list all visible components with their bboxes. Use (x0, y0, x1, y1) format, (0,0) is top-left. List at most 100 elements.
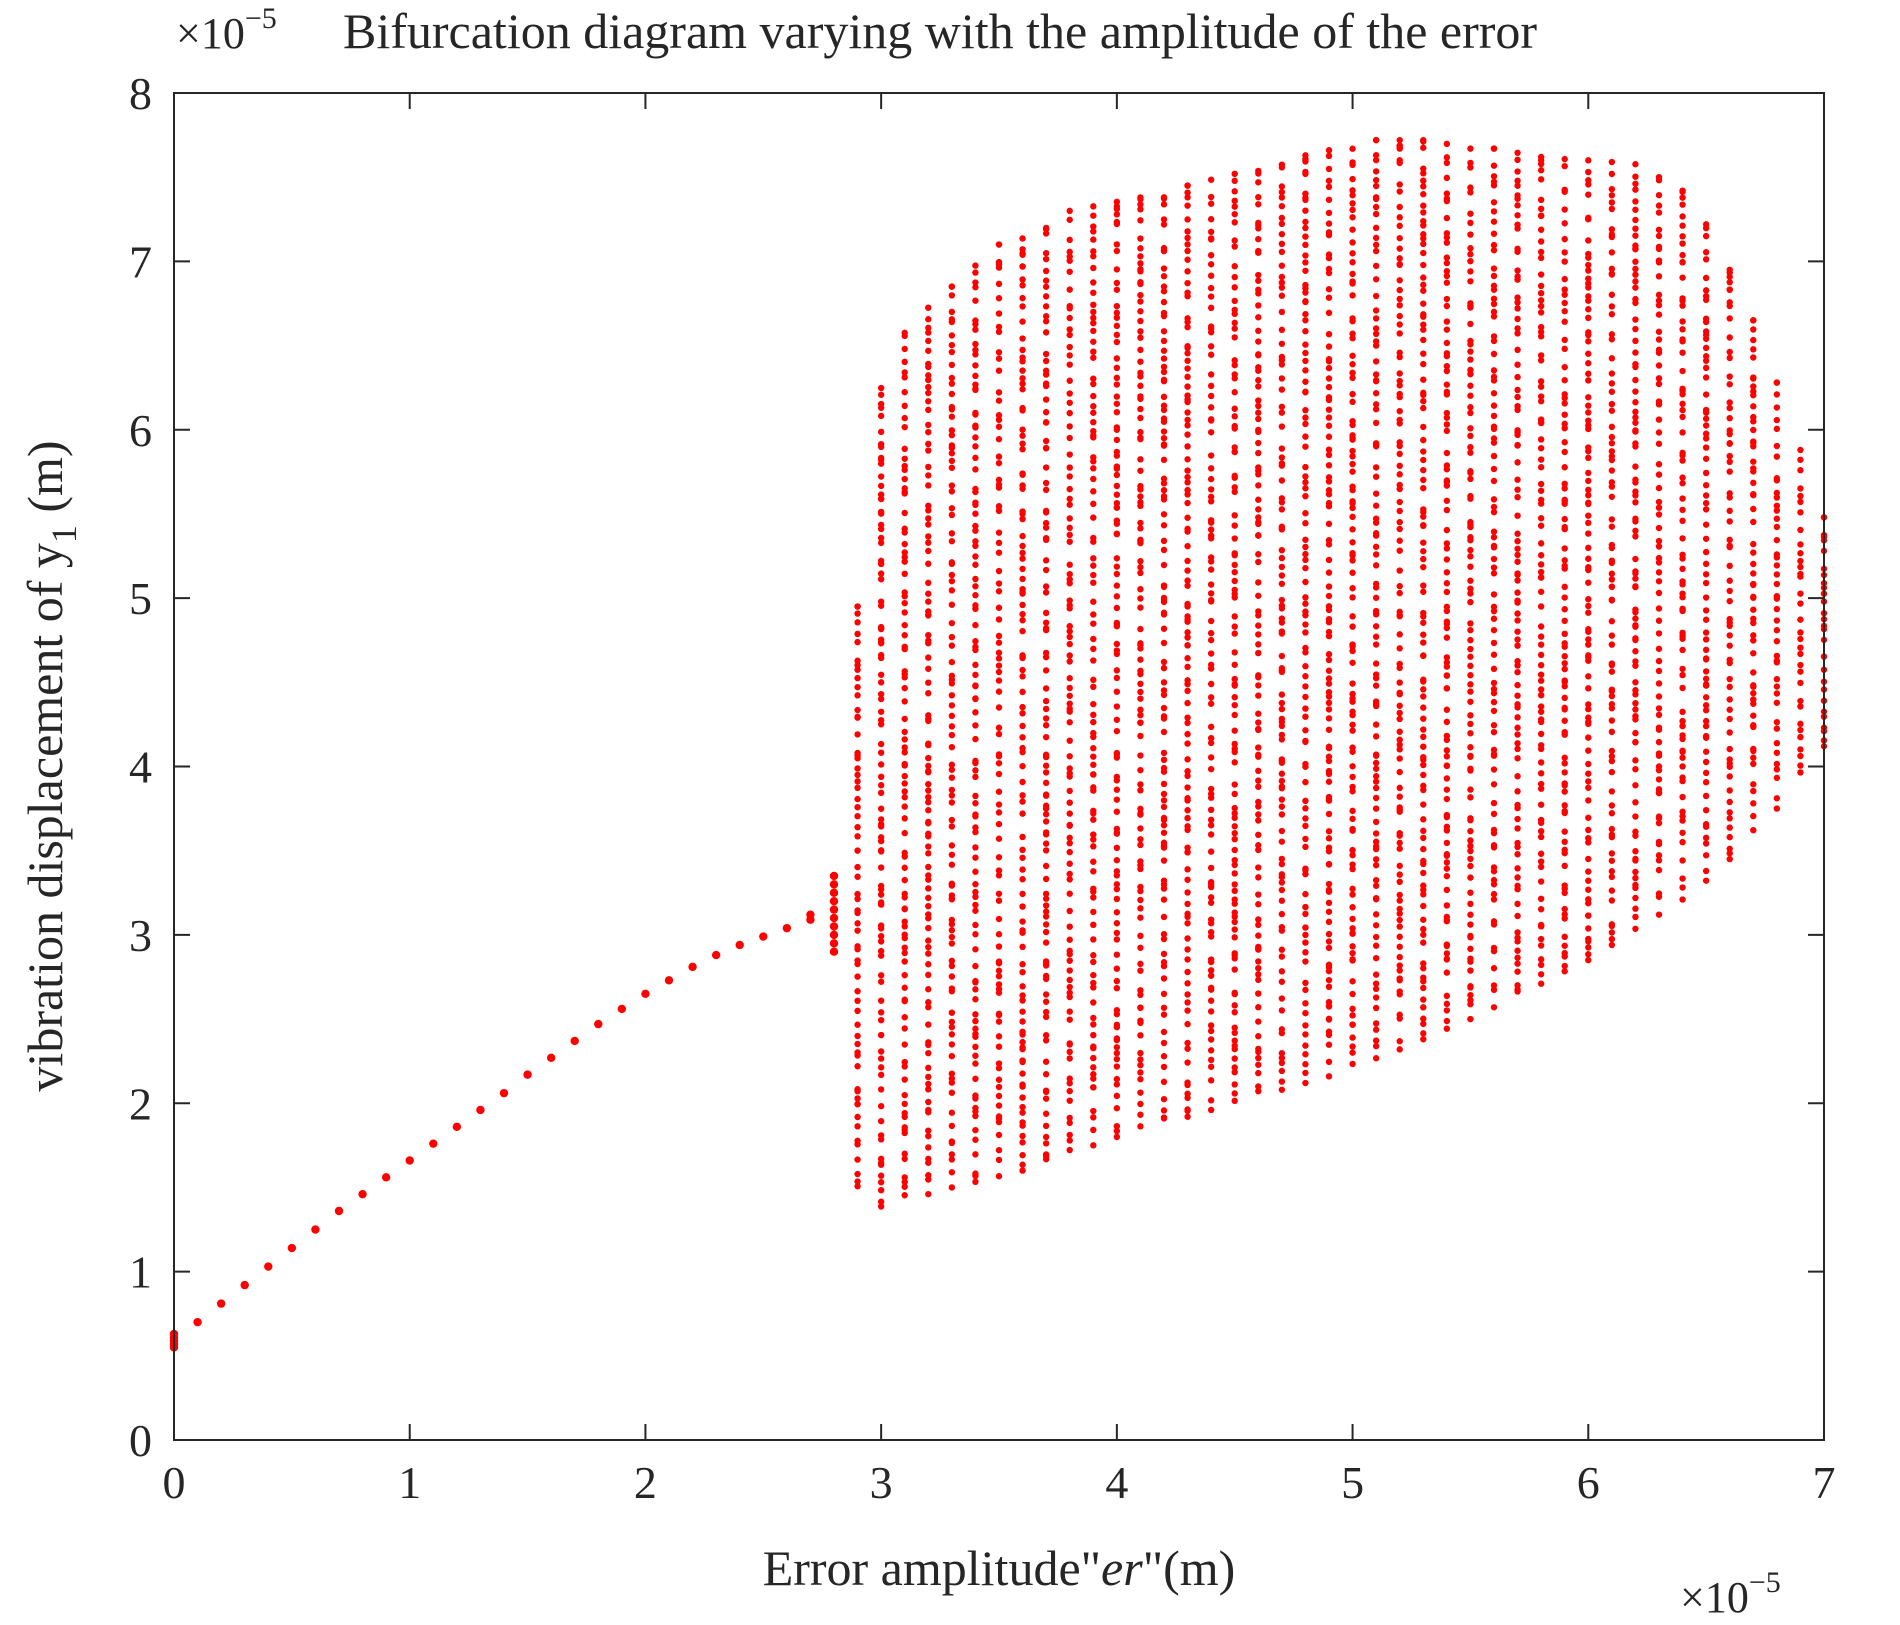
data-point (1207, 392, 1215, 400)
data-point (948, 842, 956, 849)
data-point (1490, 810, 1498, 818)
data-point (1585, 877, 1592, 884)
data-point (1797, 600, 1804, 607)
data-point (1160, 691, 1168, 699)
data-point (1467, 585, 1474, 592)
data-point (1750, 403, 1757, 410)
data-point (1231, 1068, 1238, 1076)
data-point (1514, 373, 1521, 381)
data-point (1372, 502, 1380, 509)
data-point (854, 713, 861, 721)
data-point (1066, 216, 1073, 223)
data-point (1207, 734, 1215, 742)
data-point (1302, 986, 1309, 994)
data-point (1325, 998, 1333, 1006)
data-point (1679, 474, 1686, 481)
data-point (1184, 889, 1191, 896)
data-point (1797, 570, 1804, 578)
data-point (1420, 733, 1427, 741)
data-point (1184, 202, 1191, 209)
data-point (1467, 392, 1474, 399)
data-point (381, 1173, 391, 1182)
data-point (1090, 475, 1097, 483)
data-point (1325, 651, 1333, 658)
data-point (1231, 1042, 1238, 1049)
data-point (1726, 850, 1733, 857)
data-point (1608, 355, 1616, 362)
data-point (948, 712, 956, 720)
data-point (1019, 276, 1026, 283)
data-point (1325, 860, 1333, 868)
data-point (1396, 1038, 1403, 1045)
data-point (1302, 241, 1309, 249)
data-point (1113, 517, 1121, 524)
data-point (1608, 205, 1616, 213)
data-point (925, 690, 932, 697)
data-point (1655, 667, 1663, 675)
data-point (1443, 732, 1451, 740)
data-point (1750, 650, 1757, 657)
data-point (995, 323, 1003, 331)
data-point (1019, 235, 1026, 242)
data-point (1019, 1008, 1026, 1015)
data-point (1632, 635, 1639, 642)
data-point (1255, 710, 1262, 717)
data-point (1632, 706, 1639, 713)
data-point (1349, 513, 1356, 521)
data-point (1090, 314, 1097, 322)
data-point (1278, 284, 1286, 291)
data-point (1160, 609, 1168, 616)
data-point (1514, 221, 1521, 228)
data-point (1372, 862, 1380, 869)
data-point (1420, 827, 1427, 835)
data-point (1632, 868, 1639, 876)
data-point (1537, 561, 1545, 568)
data-point (829, 913, 839, 923)
data-point (1773, 523, 1781, 531)
data-point (1655, 554, 1663, 562)
data-point (877, 598, 885, 605)
data-point (1137, 1111, 1144, 1118)
data-point (1585, 951, 1592, 958)
data-point (1019, 1070, 1026, 1077)
data-point (1679, 222, 1686, 229)
data-point (1042, 293, 1050, 300)
data-point (1184, 416, 1191, 424)
data-point (1302, 267, 1309, 274)
data-point (901, 553, 908, 561)
data-point (1207, 1022, 1215, 1029)
data-point (1372, 895, 1380, 902)
data-point (1490, 508, 1498, 516)
data-point (925, 843, 932, 850)
data-point (925, 885, 932, 892)
data-point (1019, 903, 1026, 910)
data-point (1066, 331, 1073, 339)
data-point (1160, 415, 1168, 422)
data-point (1561, 439, 1568, 446)
data-point (1514, 617, 1521, 624)
data-point (1655, 380, 1663, 388)
data-point (948, 442, 956, 449)
data-point (1726, 845, 1733, 853)
data-point (1349, 335, 1356, 342)
data-point (1325, 309, 1333, 317)
data-point (1585, 519, 1592, 527)
data-point (854, 1040, 861, 1048)
data-point (1679, 295, 1686, 302)
data-point (1255, 831, 1262, 839)
data-point (1137, 805, 1144, 813)
data-point (1066, 561, 1073, 568)
data-point (1514, 577, 1521, 584)
data-point (1042, 939, 1050, 946)
data-point (1655, 857, 1663, 864)
data-point (1231, 488, 1238, 496)
data-point (972, 1151, 979, 1158)
data-point (1467, 955, 1474, 962)
data-point (1443, 886, 1451, 894)
data-point (829, 897, 839, 906)
data-point (1184, 182, 1191, 189)
data-point (1467, 337, 1474, 345)
data-point (925, 360, 932, 368)
data-point (1113, 1044, 1121, 1051)
